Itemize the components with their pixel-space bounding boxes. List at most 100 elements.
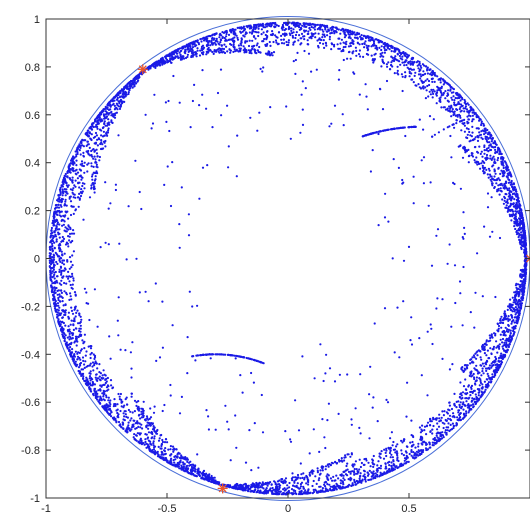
data-point — [484, 361, 488, 364]
data-point — [405, 451, 408, 454]
data-point — [115, 98, 119, 101]
data-point — [183, 45, 186, 48]
data-point — [90, 162, 93, 165]
data-point — [304, 29, 308, 32]
data-point — [277, 483, 281, 486]
data-point — [104, 113, 107, 116]
data-point — [337, 477, 340, 480]
data-point — [514, 207, 517, 210]
data-point — [56, 311, 59, 314]
data-point — [504, 326, 507, 329]
data-point — [499, 152, 503, 156]
data-point — [372, 454, 375, 458]
data-point — [506, 176, 509, 179]
data-point — [167, 448, 170, 451]
data-point — [325, 44, 328, 47]
data-point — [253, 23, 256, 27]
data-point — [252, 490, 255, 493]
data-point — [493, 169, 496, 172]
data-point — [245, 25, 248, 28]
data-point — [485, 140, 489, 143]
data-point — [78, 186, 81, 189]
data-point — [180, 464, 183, 467]
data-point — [49, 274, 52, 278]
data-point — [122, 412, 125, 415]
data-point — [96, 379, 99, 382]
data-point — [82, 151, 85, 154]
data-point — [462, 408, 465, 411]
data-point — [181, 461, 185, 464]
data-point — [282, 38, 285, 41]
data-point — [509, 334, 512, 337]
data-point — [401, 61, 404, 64]
data-point — [63, 177, 66, 180]
data-point — [144, 433, 147, 436]
data-point — [343, 478, 346, 481]
data-point — [440, 416, 443, 419]
data-point — [312, 33, 315, 36]
data-point — [464, 388, 467, 391]
data-point — [200, 47, 203, 50]
data-point — [104, 378, 107, 381]
data-point — [89, 356, 92, 360]
data-point — [63, 336, 66, 339]
data-point — [296, 482, 299, 485]
data-point — [507, 178, 510, 181]
data-point — [109, 105, 112, 108]
data-point — [74, 350, 77, 353]
data-point — [441, 410, 444, 413]
data-point — [347, 45, 351, 48]
data-point — [438, 77, 441, 81]
data-point — [511, 210, 515, 213]
data-point — [448, 414, 452, 417]
data-point — [83, 171, 86, 174]
data-point — [221, 36, 224, 40]
data-point — [125, 427, 128, 430]
data-point — [500, 162, 503, 165]
data-point — [67, 311, 70, 314]
data-point — [237, 44, 240, 47]
data-point — [493, 359, 496, 362]
data-point — [518, 207, 522, 210]
data-point — [61, 333, 64, 336]
data-point — [113, 398, 116, 401]
data-point — [405, 445, 408, 448]
data-point — [121, 421, 124, 424]
data-point — [314, 36, 317, 39]
data-point — [358, 477, 361, 480]
data-point — [390, 45, 393, 48]
data-point — [164, 56, 167, 60]
data-point — [89, 389, 92, 392]
data-point — [514, 188, 517, 191]
data-point — [105, 409, 108, 412]
data-point — [359, 55, 362, 58]
data-point — [381, 473, 384, 477]
data-point — [101, 126, 104, 130]
data-point — [471, 125, 474, 128]
data-point — [67, 270, 70, 273]
data-point — [452, 88, 455, 91]
data-point — [48, 254, 51, 257]
data-point — [319, 485, 322, 488]
data-point — [275, 485, 279, 488]
data-point — [422, 85, 425, 88]
data-point — [311, 23, 314, 26]
data-point — [403, 438, 406, 441]
data-point — [468, 396, 471, 399]
data-point — [445, 419, 448, 422]
data-point — [172, 450, 175, 453]
data-point — [124, 429, 127, 432]
data-point — [442, 79, 445, 82]
data-point — [265, 44, 268, 47]
data-point — [523, 230, 526, 233]
data-point — [274, 34, 277, 37]
data-point — [56, 302, 60, 305]
data-point — [70, 319, 73, 322]
data-point — [92, 383, 95, 386]
data-point — [82, 342, 85, 345]
data-point — [464, 103, 468, 106]
data-point — [376, 48, 379, 51]
data-point — [459, 103, 463, 106]
data-point — [61, 261, 64, 265]
data-point — [307, 483, 310, 486]
